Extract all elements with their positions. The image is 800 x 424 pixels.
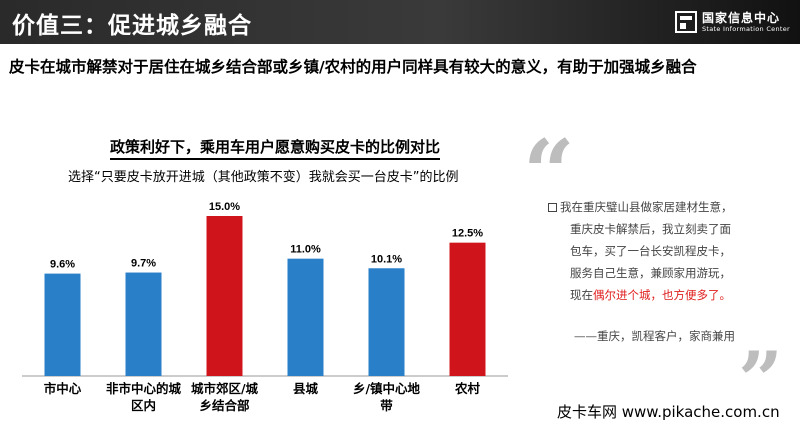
- data-label: 9.7%: [131, 258, 156, 270]
- data-label: 10.1%: [371, 253, 402, 265]
- quote-line-4: 服务自己生意，兼顾家用游玩，: [570, 266, 731, 280]
- quote-line-3: 包车，买了一台长安凯程皮卡，: [570, 244, 731, 258]
- category-label: 区内: [131, 398, 156, 413]
- logo-icon: [674, 11, 697, 33]
- data-label: 11.0%: [290, 244, 321, 256]
- category-label: 城市郊区/城: [191, 381, 259, 396]
- bar: [44, 273, 81, 376]
- logo-name: 国家信息中心: [701, 10, 780, 25]
- category-label: 乡结合部: [199, 398, 250, 413]
- category-label: 农村: [454, 381, 481, 396]
- data-label: 15.0%: [209, 201, 240, 213]
- bar: [287, 258, 324, 376]
- data-label: 12.5%: [452, 228, 483, 240]
- data-label: 9.6%: [50, 259, 75, 271]
- quote-line-1: 我在重庆璧山县做家居建材生意，: [560, 200, 733, 214]
- category-label: 市中心: [44, 381, 82, 396]
- quote-line-2: 重庆皮卡解禁后，我立刻卖了面: [570, 222, 731, 236]
- slide-subtitle: 皮卡在城市解禁对于居住在城乡结合部或乡镇/农村的用户同样具有较大的意义，有助于加…: [9, 58, 697, 76]
- quote-highlight: 偶尔进个城，也方便多了。: [593, 288, 731, 302]
- bar: [125, 272, 162, 376]
- checkbox-icon: [548, 203, 557, 212]
- chart-title: 政策利好下，乘用车用户愿意购买皮卡的比例对比: [110, 136, 441, 160]
- header-bar: 价值三：促进城乡融合 国家信息中心 State Information Cent…: [0, 0, 800, 44]
- bar: [368, 268, 405, 376]
- close-quote-icon: ”: [738, 335, 783, 424]
- logo-name-en: State Information Center: [701, 24, 790, 33]
- logo: 国家信息中心 State Information Center: [674, 8, 790, 36]
- watermark: 皮卡车网 www.pikache.com.cn: [557, 403, 780, 421]
- quote-author: ——重庆，凯程客户，家商兼用: [574, 329, 735, 343]
- bar: [449, 242, 486, 376]
- chart-subtitle: 选择“只要皮卡放开进城（其他政策不变）我就会买一台皮卡”的比例: [68, 170, 459, 185]
- quote-line-5: 现在: [570, 288, 593, 302]
- page-title: 价值三：促进城乡融合: [12, 13, 252, 39]
- category-label: 带: [380, 398, 393, 413]
- category-label: 县城: [293, 381, 319, 396]
- bar: [206, 216, 243, 376]
- category-label: 非市中心的城: [106, 381, 182, 396]
- category-label: 乡/镇中心地: [353, 381, 421, 396]
- customer-quote: 我在重庆璧山县做家居建材生意， 重庆皮卡解禁后，我立刻卖了面 包车，买了一台长安…: [548, 196, 778, 306]
